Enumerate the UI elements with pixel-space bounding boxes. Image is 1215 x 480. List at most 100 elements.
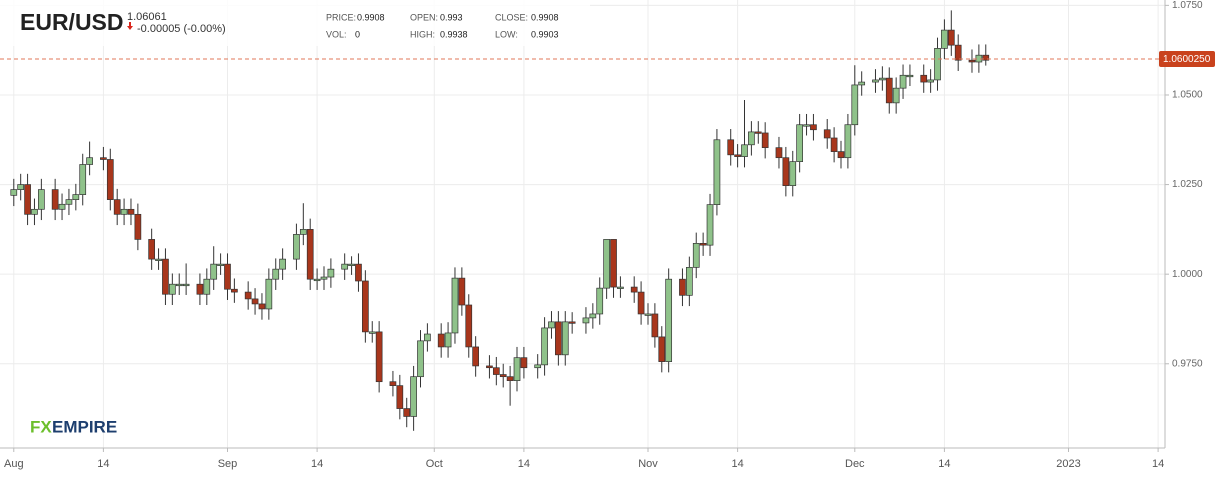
x-tick-label: 2023	[1056, 458, 1080, 470]
candle-body	[127, 208, 135, 215]
stat-label: HIGH:	[410, 29, 435, 39]
stat-label: CLOSE:	[495, 12, 528, 22]
symbol: EUR/USD	[20, 9, 124, 35]
candle-body	[685, 267, 693, 296]
candle-body	[217, 263, 224, 266]
candle-body	[982, 54, 990, 61]
x-tick-label: 14	[1152, 458, 1164, 470]
candle-body	[168, 283, 176, 295]
candle-body	[51, 189, 59, 210]
candle-body	[603, 239, 610, 289]
x-tick-label: 14	[97, 458, 109, 470]
candle-body	[637, 291, 645, 315]
candle-body	[299, 229, 307, 235]
stat-value: 0.9938	[440, 29, 468, 39]
candle-body	[106, 159, 114, 200]
candle-body	[244, 291, 252, 300]
candle-body	[947, 29, 955, 46]
candle-body	[892, 87, 900, 104]
candle-body	[775, 147, 783, 159]
candle-body	[885, 77, 893, 104]
candle-body	[210, 263, 218, 280]
candle-body	[506, 376, 514, 381]
candle-body	[658, 336, 666, 362]
candle-body	[492, 367, 500, 375]
y-tick-label: 1.0250	[1172, 179, 1203, 190]
stat-value: 0.993	[440, 12, 463, 22]
candle-body	[265, 278, 273, 310]
candle-body	[451, 277, 459, 334]
candle-body	[148, 239, 156, 260]
candle-body	[934, 48, 941, 81]
x-tick-label: 14	[311, 458, 323, 470]
candle-body	[968, 59, 976, 63]
stat-value: 0.9903	[531, 29, 559, 39]
candle-body	[541, 327, 548, 366]
candle-body	[417, 340, 424, 378]
candle-body	[348, 263, 355, 266]
candle-body	[844, 124, 852, 159]
candle-body	[175, 283, 183, 287]
x-tick-label: Nov	[638, 458, 658, 470]
x-tick-label: Aug	[4, 458, 24, 470]
candle-body	[355, 263, 362, 282]
x-tick-label: 14	[731, 458, 743, 470]
candles	[10, 10, 990, 431]
candle-body	[803, 124, 810, 127]
candle-body	[120, 208, 128, 215]
candle-body	[548, 321, 555, 329]
candle-body	[293, 234, 300, 260]
candle-body	[879, 77, 886, 81]
candle-body	[368, 331, 376, 334]
candle-body	[927, 79, 934, 83]
candle-body	[424, 333, 431, 342]
candle-body	[444, 332, 452, 348]
logo-fx: FX	[30, 417, 52, 436]
candle-body	[472, 346, 480, 367]
candle-body	[651, 313, 659, 338]
candle-body	[499, 374, 507, 378]
y-tick-label: 1.0500	[1172, 90, 1203, 101]
candle-body	[10, 189, 18, 196]
candle-body	[823, 129, 831, 139]
candle-body	[679, 278, 686, 296]
candle-body	[644, 313, 652, 316]
candle-body	[403, 408, 411, 417]
grid	[0, 0, 1165, 448]
candle-body	[155, 258, 162, 261]
y-tick-label: 0.9750	[1172, 358, 1203, 369]
candle-body	[306, 229, 314, 280]
x-tick-label: Sep	[218, 458, 238, 470]
candle-body	[313, 278, 321, 282]
candle-body	[437, 333, 445, 348]
candle-body	[692, 243, 700, 268]
stat-value: 0	[355, 29, 360, 39]
x-tick-label: Oct	[426, 458, 443, 470]
candle-body	[941, 29, 948, 49]
down-arrow	[127, 22, 133, 30]
candle-body	[837, 151, 845, 159]
last-price-label: 1.0600250	[1163, 54, 1211, 65]
candle-body	[396, 385, 404, 409]
candle-body	[789, 161, 797, 187]
candle-body	[362, 280, 369, 333]
candle-body	[196, 283, 204, 295]
candle-body	[858, 81, 866, 86]
stat-label: LOW:	[495, 29, 518, 39]
candle-body	[182, 283, 190, 287]
candle-body	[458, 277, 466, 306]
candle-body	[389, 381, 397, 386]
candle-body	[706, 204, 714, 246]
candle-body	[617, 286, 624, 289]
candle-body	[906, 74, 914, 78]
candle-body	[741, 144, 748, 157]
candle-body	[375, 331, 383, 383]
candle-body	[79, 164, 87, 195]
candle-body	[320, 276, 328, 280]
candle-body	[555, 321, 562, 356]
candle-body	[810, 124, 817, 131]
candle-body	[534, 364, 542, 369]
candle-body	[610, 239, 617, 288]
